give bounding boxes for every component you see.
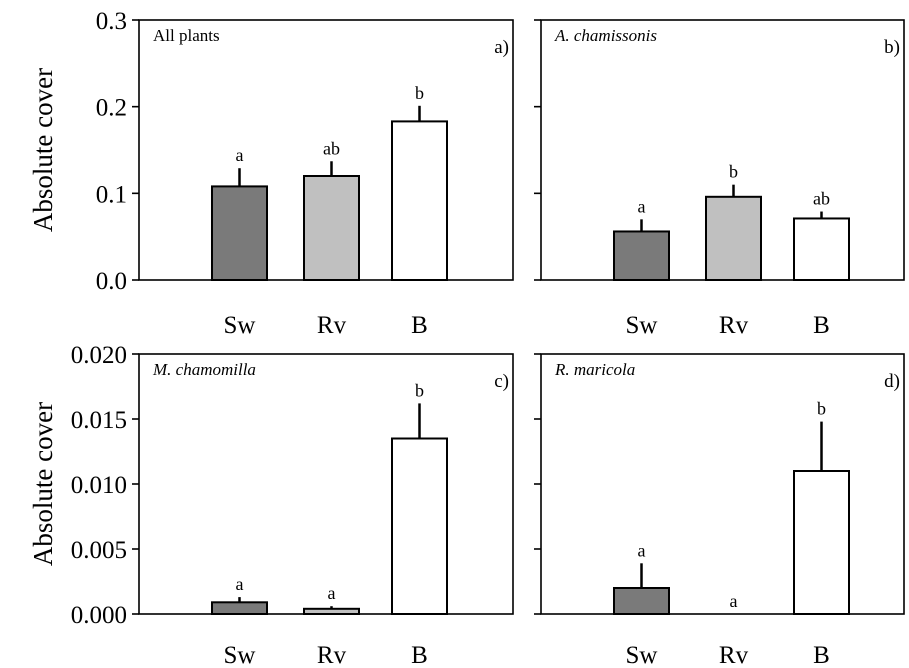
x-tick-label: Rv — [719, 312, 749, 339]
significance-label: b — [729, 162, 738, 182]
y-tick-label: 0.005 — [71, 537, 127, 564]
y-tick-label: 0.020 — [71, 342, 127, 369]
significance-label: b — [817, 399, 826, 419]
panel-title: R. maricola — [554, 360, 635, 379]
panel-letter: c) — [494, 371, 509, 392]
bar — [613, 230, 670, 281]
bar — [613, 587, 670, 615]
x-tick-label: Rv — [317, 642, 347, 668]
x-tick-label: Rv — [317, 312, 347, 339]
y-tick-label: 0.015 — [71, 407, 127, 434]
panel-title: A. chamissonis — [554, 26, 657, 45]
significance-label: a — [730, 591, 738, 611]
y-axis-label: Absolute cover — [28, 402, 58, 566]
x-tick-label: B — [813, 312, 830, 339]
y-tick-label: 0.3 — [96, 8, 127, 35]
panel-letter: b) — [884, 37, 900, 58]
x-tick-label: B — [411, 642, 428, 668]
significance-label: b — [415, 83, 424, 103]
panel-letter: a) — [494, 37, 509, 58]
x-tick-label: Sw — [626, 642, 658, 668]
bar — [211, 601, 268, 615]
y-tick-label: 0.1 — [96, 181, 127, 208]
panel-letter: d) — [884, 371, 900, 392]
bar — [391, 120, 448, 282]
y-tick-label: 0.010 — [71, 472, 127, 499]
y-tick-label: 0.000 — [71, 602, 127, 629]
x-tick-label: Rv — [719, 642, 749, 668]
bar — [793, 217, 850, 281]
bar — [211, 185, 268, 281]
y-tick-label: 0.0 — [96, 268, 127, 295]
x-tick-label: B — [813, 642, 830, 668]
significance-label: a — [328, 583, 336, 603]
x-tick-label: Sw — [224, 312, 256, 339]
bar — [303, 175, 360, 281]
significance-label: a — [236, 574, 244, 594]
bar — [793, 470, 850, 615]
panel-title: M. chamomilla — [152, 360, 256, 379]
y-tick-label: 0.2 — [96, 95, 127, 122]
significance-label: ab — [813, 189, 830, 209]
bar — [391, 437, 448, 615]
bar — [303, 607, 360, 615]
significance-label: a — [638, 196, 646, 216]
panel-frame — [138, 353, 514, 615]
bar — [705, 195, 762, 281]
significance-label: b — [415, 380, 424, 400]
y-axis-label: Absolute cover — [28, 68, 58, 232]
x-tick-label: Sw — [626, 312, 658, 339]
significance-label: ab — [323, 138, 340, 158]
panel-title: All plants — [153, 26, 220, 45]
x-tick-label: Sw — [224, 642, 256, 668]
x-tick-label: B — [411, 312, 428, 339]
significance-label: a — [638, 540, 646, 560]
significance-label: a — [236, 145, 244, 165]
